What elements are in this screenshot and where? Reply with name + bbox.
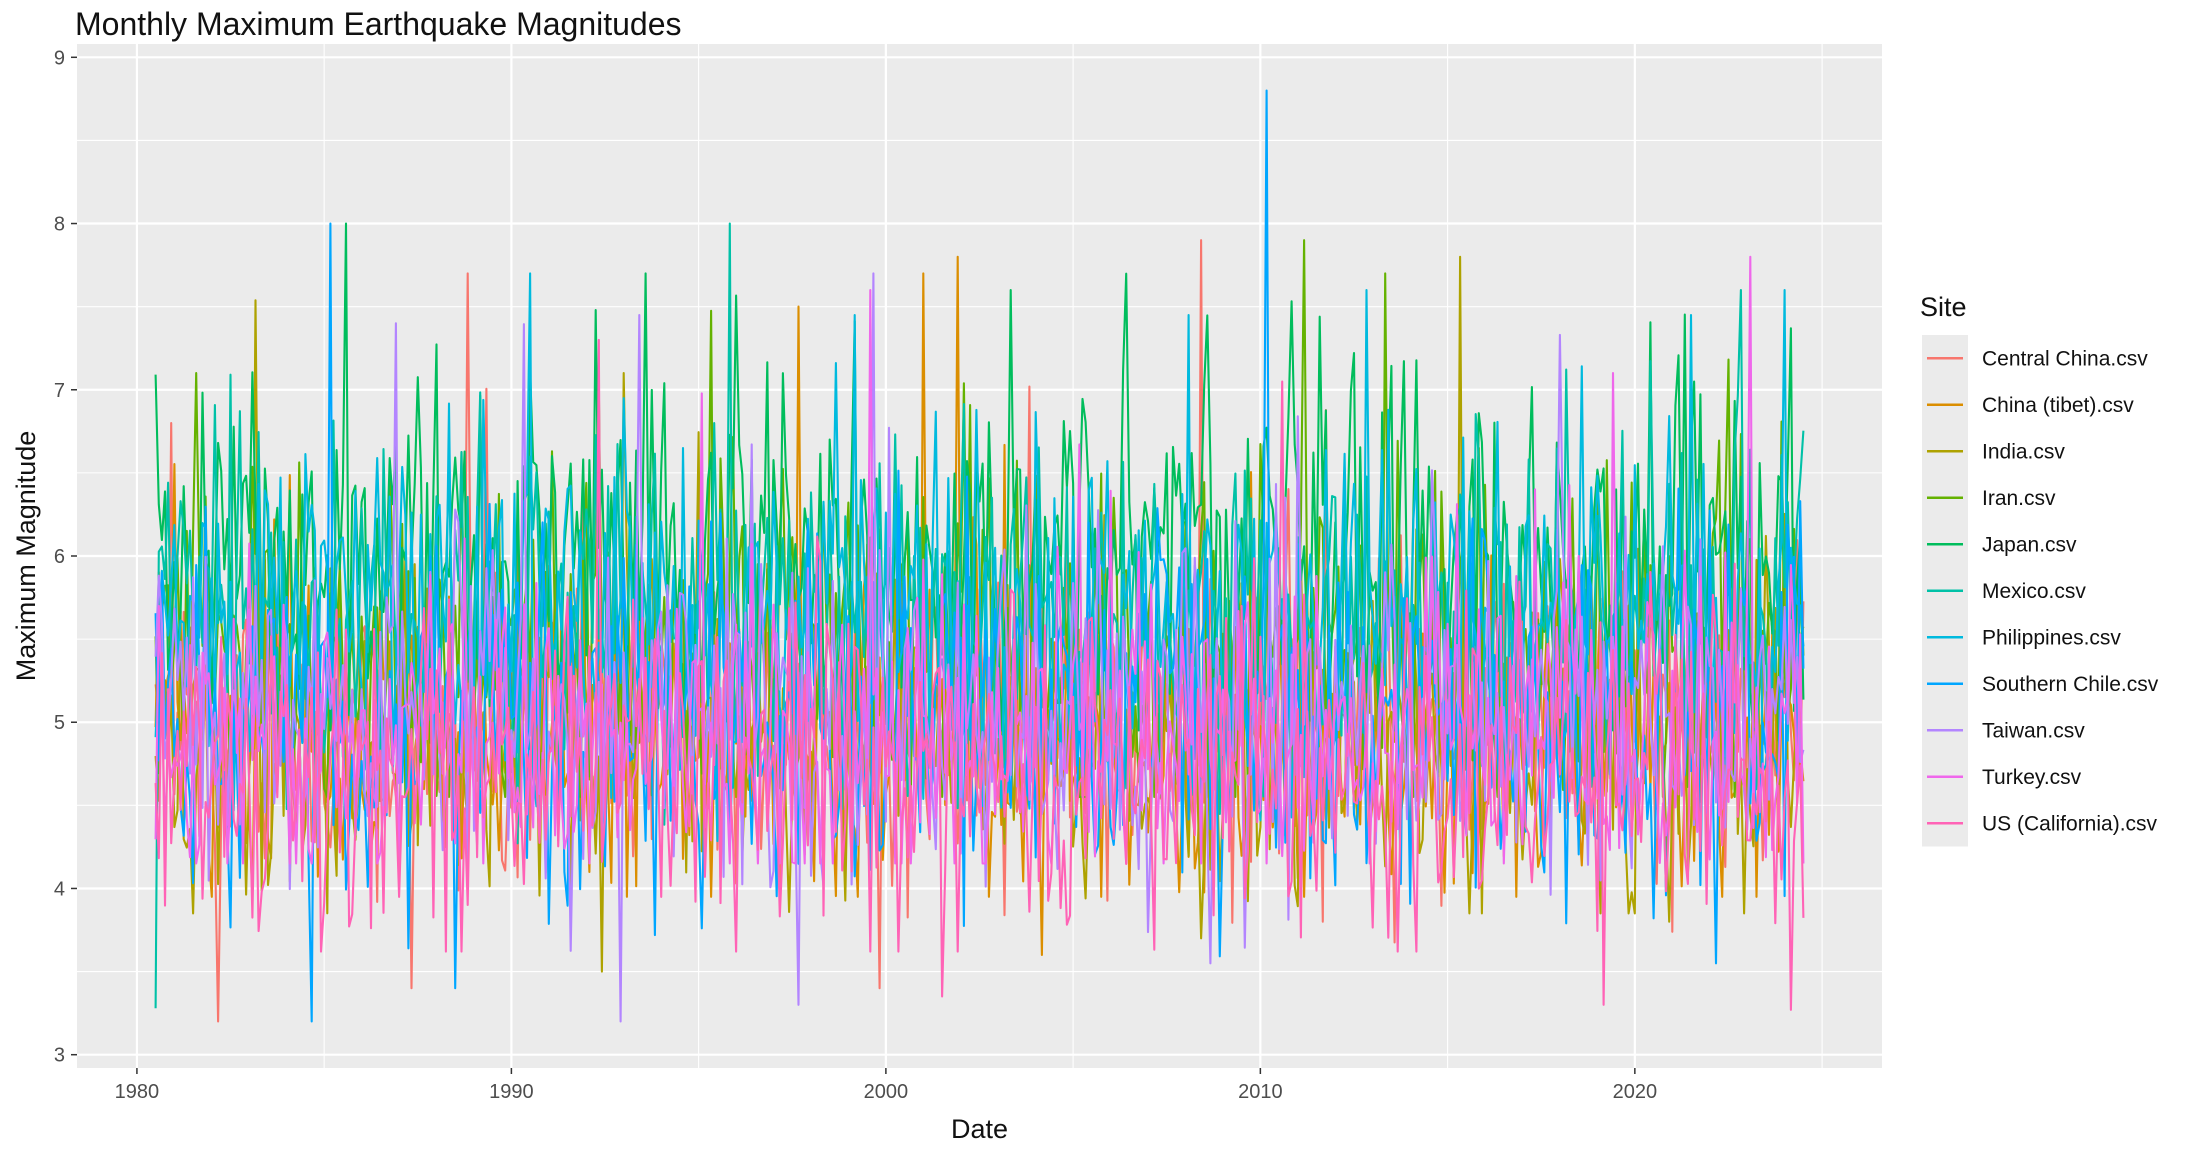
y-tick-label: 6	[54, 546, 65, 568]
legend-label: India.csv	[1982, 440, 2065, 463]
legend-item: Central China.csv	[1927, 347, 2148, 370]
legend-item: Japan.csv	[1927, 533, 2077, 556]
legend-item: India.csv	[1927, 440, 2065, 463]
x-tick-label: 1990	[489, 1081, 534, 1103]
series-line	[154, 272, 1805, 843]
legend-item: Southern Chile.csv	[1927, 673, 2159, 696]
legend-label: China (tibet).csv	[1982, 394, 2134, 417]
series-line	[154, 89, 1805, 1023]
legend-item: Mexico.csv	[1927, 580, 2086, 603]
series-layer	[154, 89, 1805, 1023]
legend-label: Central China.csv	[1982, 347, 2148, 370]
legend-item: US (California).csv	[1927, 812, 2158, 835]
legend-label: Mexico.csv	[1982, 580, 2086, 603]
legend-label: Turkey.csv	[1982, 766, 2082, 789]
legend-label: Iran.csv	[1982, 487, 2056, 510]
y-axis-title: Maximum Magnitude	[11, 431, 41, 682]
x-tick-label: 2000	[864, 1081, 909, 1103]
series-line	[154, 255, 1805, 865]
legend-title: Site	[1920, 292, 1967, 322]
legend-label: US (California).csv	[1982, 812, 2158, 835]
legend-label: Japan.csv	[1982, 533, 2077, 556]
legend-label: Philippines.csv	[1982, 626, 2121, 649]
x-axis-title: Date	[951, 1114, 1008, 1144]
legend-item: Iran.csv	[1927, 487, 2056, 510]
legend-label: Southern Chile.csv	[1982, 673, 2159, 696]
legend-item: China (tibet).csv	[1927, 394, 2134, 417]
y-tick-label: 4	[54, 878, 65, 900]
legend-item: Taiwan.csv	[1927, 719, 2085, 742]
x-tick-label: 2020	[1613, 1081, 1658, 1103]
legend-item: Philippines.csv	[1927, 626, 2121, 649]
y-tick-label: 3	[54, 1045, 65, 1067]
series-line	[154, 338, 1805, 1011]
legend-items: Central China.csv China (tibet).csv India.…	[1927, 347, 2159, 835]
x-tick-label: 1980	[115, 1081, 160, 1103]
legend-label: Taiwan.csv	[1982, 719, 2085, 742]
y-tick-label: 8	[54, 214, 65, 236]
y-tick-label: 5	[54, 712, 65, 734]
chart-title: Monthly Maximum Earthquake Magnitudes	[75, 6, 682, 42]
x-axis: 1980 1990 2000 2010 2020	[115, 1068, 1657, 1103]
x-tick-label: 2010	[1238, 1081, 1283, 1103]
y-tick-label: 7	[54, 380, 65, 402]
y-tick-label: 9	[54, 47, 65, 69]
legend-item: Turkey.csv	[1927, 766, 2082, 789]
legend: Site Central China.csv China (tibet).csv I…	[1920, 292, 2159, 847]
y-axis: 3 4 5 6 7 8 9	[54, 47, 77, 1067]
